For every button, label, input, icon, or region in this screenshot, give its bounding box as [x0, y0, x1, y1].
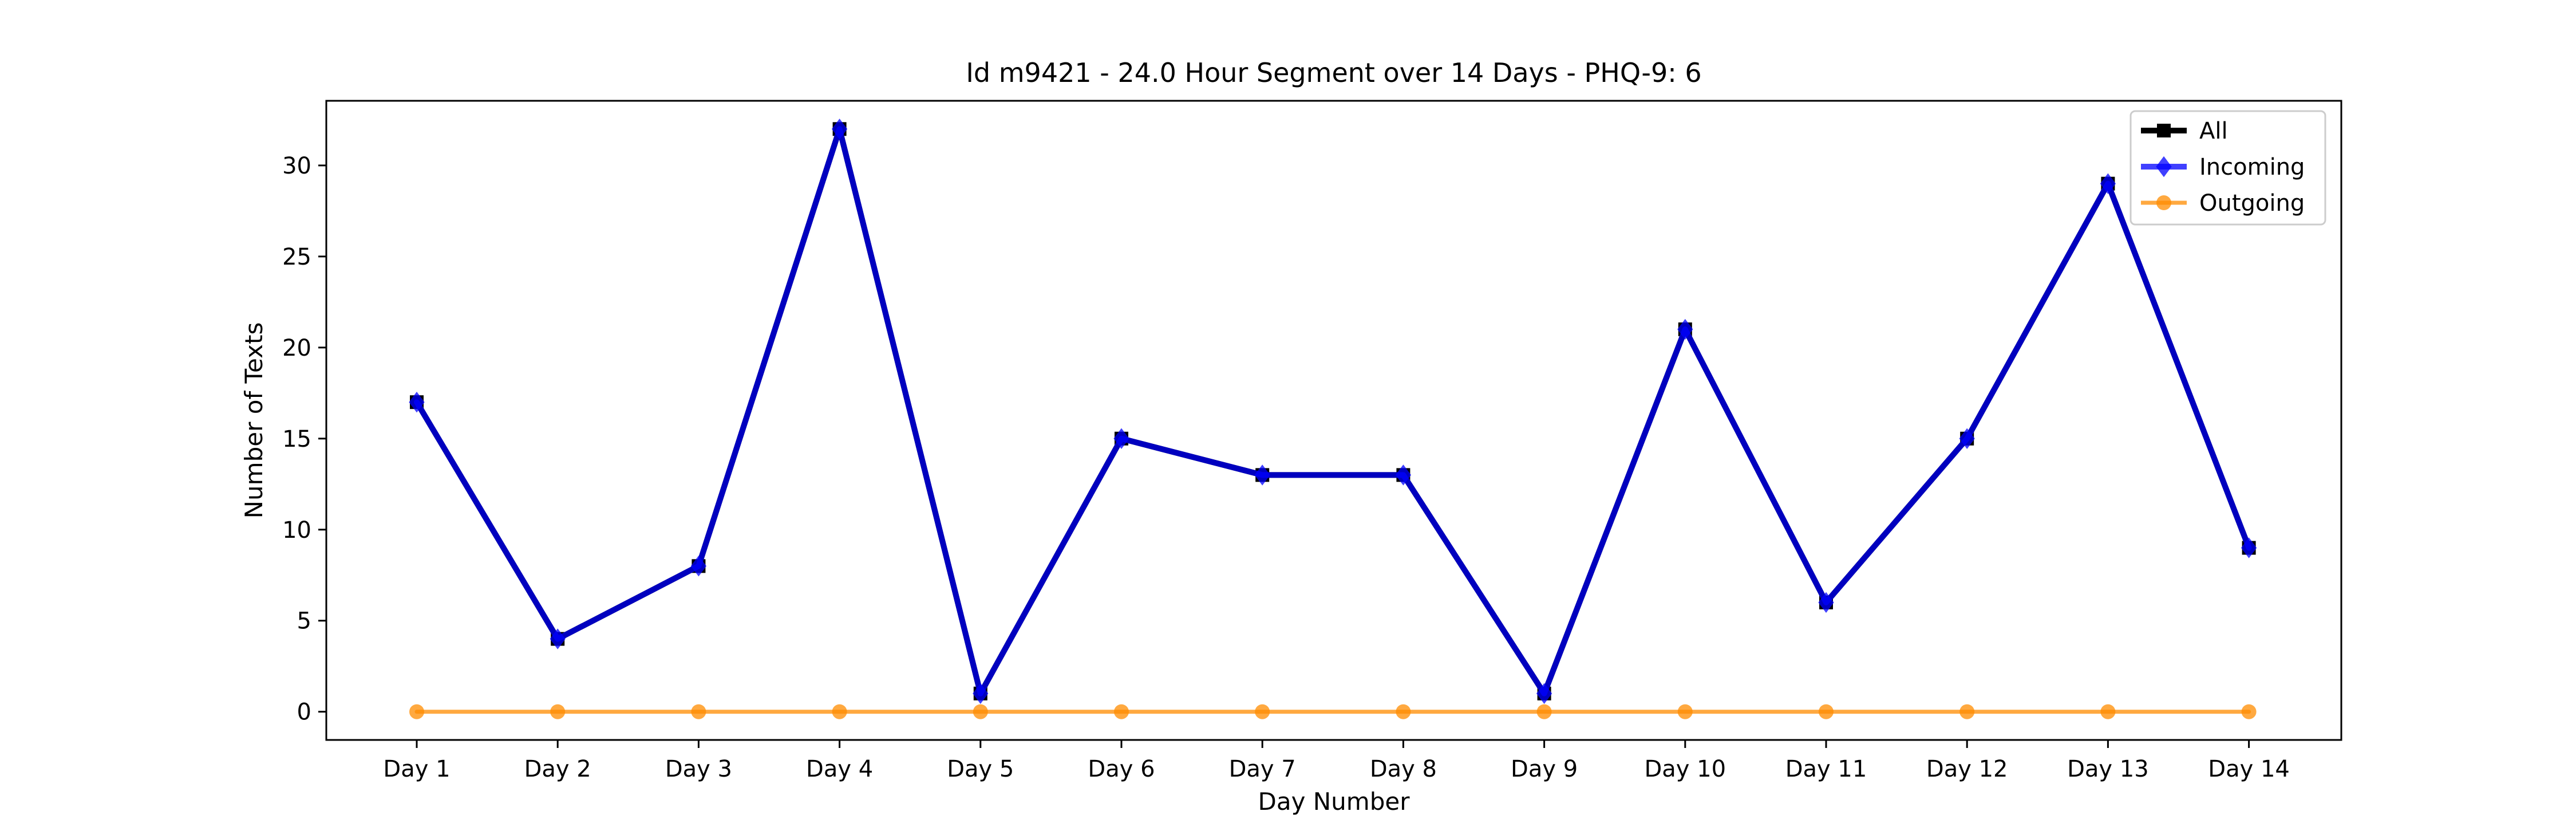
chart-title: Id m9421 - 24.0 Hour Segment over 14 Day…	[966, 57, 1701, 88]
data-point-incoming	[1818, 592, 1834, 613]
x-tick-label: Day 13	[2067, 756, 2149, 782]
data-point-outgoing	[1114, 704, 1129, 719]
plot-frame	[325, 100, 2342, 741]
data-point-incoming	[1536, 683, 1552, 704]
legend-marker-all	[2157, 124, 2171, 137]
data-point-incoming	[1959, 428, 1975, 449]
data-point-outgoing	[1396, 704, 1411, 719]
y-tick-label: 10	[282, 517, 311, 544]
y-tick-label: 5	[297, 608, 311, 635]
series-outgoing	[409, 704, 2257, 719]
data-point-outgoing	[973, 704, 988, 719]
x-tick-label: Day 3	[665, 756, 732, 782]
x-tick-label: Day 11	[1785, 756, 1867, 782]
y-axis-label: Number of Texts	[240, 322, 268, 519]
data-point-incoming	[2100, 173, 2116, 194]
data-point-incoming	[550, 628, 566, 649]
x-tick-label: Day 1	[383, 756, 450, 782]
x-tick-label: Day 9	[1511, 756, 1578, 782]
x-tick-label: Day 14	[2208, 756, 2290, 782]
data-point-outgoing	[2241, 704, 2257, 719]
x-tick-label: Day 5	[947, 756, 1014, 782]
legend-label-incoming: Incoming	[2199, 154, 2305, 180]
data-point-incoming	[831, 119, 848, 140]
plot-series	[409, 119, 2257, 719]
x-tick-label: Day 6	[1088, 756, 1155, 782]
y-tick-label: 25	[282, 244, 311, 270]
data-point-incoming	[2241, 537, 2257, 558]
x-tick-label: Day 8	[1370, 756, 1437, 782]
y-tick-label: 20	[282, 335, 311, 361]
legend: All Incoming Outgoing	[2129, 110, 2326, 226]
data-point-incoming	[1395, 464, 1412, 486]
y-axis-ticks: 0 5 10 15 20 25 30	[282, 153, 326, 726]
data-point-incoming	[1254, 464, 1270, 486]
data-point-incoming	[690, 556, 707, 577]
x-tick-label: Day 2	[524, 756, 591, 782]
data-point-incoming	[973, 683, 989, 704]
data-point-outgoing	[1536, 704, 1552, 719]
x-axis-label: Day Number	[1258, 787, 1410, 816]
data-point-incoming	[1677, 318, 1693, 340]
data-point-incoming	[1113, 428, 1129, 449]
x-tick-label: Day 12	[1926, 756, 2008, 782]
legend-frame	[2129, 110, 2326, 226]
y-tick-label: 0	[297, 699, 311, 726]
y-tick-label: 15	[282, 426, 311, 452]
x-tick-label: Day 7	[1229, 756, 1296, 782]
legend-marker-outgoing	[2156, 195, 2171, 210]
legend-label-outgoing: Outgoing	[2199, 190, 2305, 216]
legend-marker-incoming	[2156, 156, 2172, 178]
data-point-outgoing	[832, 704, 847, 719]
data-point-outgoing	[550, 704, 566, 719]
data-point-outgoing	[1819, 704, 1834, 719]
data-point-outgoing	[409, 704, 424, 719]
data-point-outgoing	[1959, 704, 1975, 719]
y-tick-label: 30	[282, 153, 311, 179]
series-line-incoming	[414, 126, 2252, 696]
x-axis-ticks: Day 1 Day 2 Day 3 Day 4 Day 5 Day 6 Day 7 Day 8…	[383, 740, 2290, 782]
series-incoming	[409, 119, 2257, 704]
data-point-outgoing	[1255, 704, 1270, 719]
data-point-incoming	[409, 392, 425, 413]
data-point-outgoing	[2100, 704, 2116, 719]
data-point-outgoing	[691, 704, 706, 719]
x-tick-label: Day 4	[806, 756, 873, 782]
data-point-outgoing	[1677, 704, 1693, 719]
legend-label-all: All	[2199, 118, 2228, 144]
x-tick-label: Day 10	[1644, 756, 1726, 782]
